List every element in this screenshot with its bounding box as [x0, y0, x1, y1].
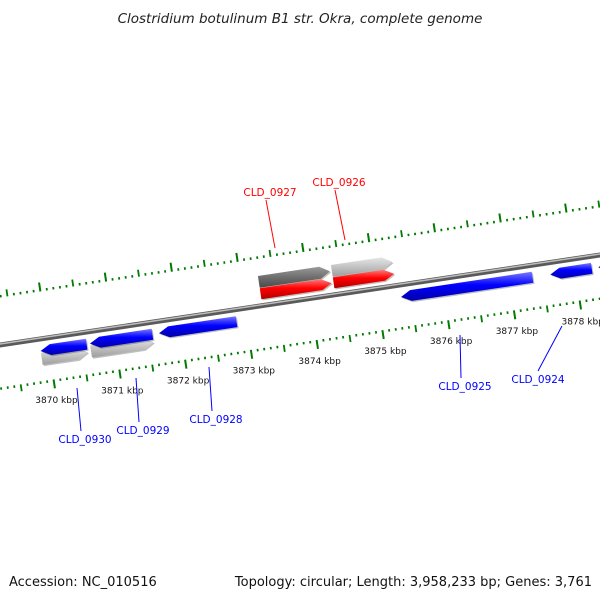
scale-tick-label: 3873 kbp: [233, 367, 276, 377]
lower-minor-tick: [19, 384, 23, 392]
scale-tick-label: 3870 kbp: [35, 396, 78, 406]
gene-leader-line: [76, 387, 82, 432]
scale-tick-label: 3875 kbp: [364, 347, 407, 357]
upper-minor-tick: [268, 249, 272, 258]
gene-leader-line: [459, 334, 462, 379]
reverse-gene-arrow: [401, 271, 535, 303]
reverse-gene-arrow: [159, 316, 239, 339]
gene-leader-line: [135, 377, 140, 423]
forward-gene-arrow: [332, 269, 396, 290]
upper-major-tick: [103, 272, 108, 282]
upper-minor-tick: [334, 239, 338, 248]
lower-major-tick: [578, 300, 583, 310]
orf-bar-light: [90, 337, 155, 359]
lower-major-tick: [184, 359, 188, 369]
lower-minor-tick: [348, 334, 352, 343]
forward-gene-arrow-shape: [332, 269, 395, 289]
upper-minor-tick: [5, 289, 9, 297]
gene-leader-line: [265, 199, 276, 249]
orf-bar-dark: [257, 266, 332, 289]
upper-minor-tick: [71, 279, 75, 287]
upper-minor-tick: [137, 269, 140, 277]
backbone-highlight: [0, 253, 600, 345]
upper-minor-tick: [531, 210, 535, 218]
reverse-gene-arrow-shape: [89, 328, 154, 348]
reverse-gene-arrow-shape: [550, 262, 593, 279]
gene-leader-line: [208, 366, 213, 412]
upper-minor-tick: [597, 200, 600, 208]
orf-bar-light-shape: [90, 337, 154, 358]
map-body: 3870 kbp 3871 kbp 3872 kbp 3873 kbp 3874 kbp…: [0, 177, 600, 446]
reverse-gene-arrow-shape: [159, 316, 238, 338]
forward-gene-arrow: [259, 279, 333, 301]
orf-bar-dark-shape: [257, 266, 330, 288]
scale-tick-label: 3872 kbp: [167, 377, 210, 387]
genome-summary: Topology: circular; Length: 3,958,233 bp…: [234, 575, 592, 590]
upper-major-tick: [301, 242, 305, 253]
gene-label: CLD_0924: [511, 374, 565, 386]
lower-minor-tick: [414, 325, 418, 333]
upper-minor-tick: [465, 220, 469, 228]
gene-leader-line: [334, 189, 346, 241]
gene-label: CLD_0925: [438, 381, 491, 393]
reverse-gene-arrow-shape: [40, 338, 88, 355]
upper-major-tick: [498, 213, 502, 223]
lower-minor-tick: [85, 374, 89, 382]
upper-major-tick: [366, 233, 371, 243]
lower-major-tick: [52, 379, 56, 389]
scale-tick-label: 3876 kbp: [430, 337, 473, 347]
reverse-gene-arrow-shape: [401, 271, 534, 301]
lower-major-tick: [512, 310, 517, 320]
gene-label: CLD_0928: [189, 414, 242, 426]
upper-minor-tick: [400, 230, 403, 238]
gene-label: CLD_0927: [243, 187, 296, 199]
upper-major-tick: [432, 223, 436, 233]
upper-major-tick: [38, 282, 42, 292]
lower-minor-tick: [545, 305, 549, 313]
lower-major-tick: [381, 329, 385, 340]
orf-bar-light-shape: [330, 257, 393, 277]
lower-minor-tick: [217, 354, 220, 362]
scale-tick-label: 3871 kbp: [101, 386, 144, 396]
gene-label: CLD_0929: [116, 425, 169, 437]
accession-label: Accession: NC_010516: [9, 575, 157, 590]
upper-major-tick: [235, 252, 239, 262]
upper-major-tick: [564, 203, 568, 213]
gene-label: CLD_0926: [312, 177, 366, 189]
lower-minor-tick: [151, 364, 155, 372]
upper-major-tick: [169, 262, 173, 272]
forward-gene-arrow-shape: [259, 279, 332, 300]
upper-minor-tick: [202, 259, 206, 267]
orf-bar-light: [330, 257, 394, 279]
lower-major-tick: [249, 349, 254, 359]
lower-minor-tick: [282, 344, 286, 352]
gene-leader-line: [537, 325, 563, 372]
lower-major-tick: [447, 320, 451, 330]
reverse-gene-arrow: [40, 338, 89, 357]
reverse-gene-arrow: [550, 262, 594, 280]
scale-tick-label: 3877 kbp: [496, 327, 539, 337]
lower-minor-tick: [480, 315, 483, 323]
lower-major-tick: [315, 339, 319, 350]
gene-label: CLD_0930: [58, 434, 111, 446]
lower-major-tick: [118, 369, 122, 379]
scale-tick-label: 3878 kbp: [561, 317, 600, 327]
backbone-line: [0, 252, 600, 348]
map-title: Clostridium botulinum B1 str. Okra, comp…: [118, 11, 483, 27]
reverse-gene-arrow: [89, 328, 155, 349]
scale-tick-label: 3874 kbp: [298, 357, 341, 367]
